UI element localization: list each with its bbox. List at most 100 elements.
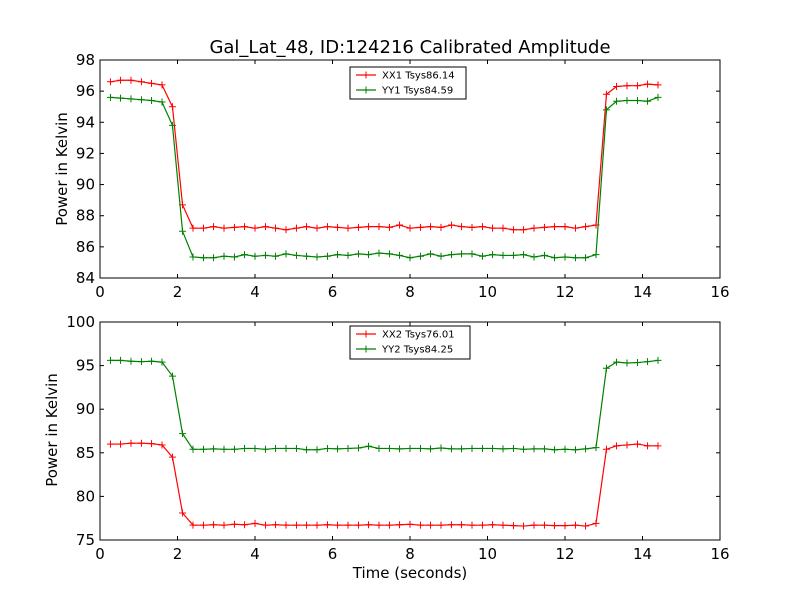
- data-point: [592, 519, 600, 527]
- data-point: [323, 444, 331, 452]
- data-point: [251, 252, 259, 260]
- data-point: [540, 223, 548, 231]
- y-tick-label: 86: [76, 238, 95, 256]
- data-point: [437, 223, 445, 231]
- x-tick-label: 4: [250, 545, 260, 563]
- data-point: [478, 252, 486, 260]
- data-point: [282, 226, 290, 234]
- data-point: [375, 521, 383, 529]
- data-point: [551, 446, 559, 454]
- data-point: [323, 223, 331, 231]
- data-point: [168, 121, 176, 129]
- data-point: [199, 254, 207, 262]
- data-point: [540, 251, 548, 259]
- data-point: [292, 251, 300, 259]
- data-point: [406, 254, 414, 262]
- data-point: [427, 521, 435, 529]
- data-point: [416, 223, 424, 231]
- data-point: [251, 224, 259, 232]
- data-point: [478, 521, 486, 529]
- data-point: [633, 82, 641, 90]
- data-point: [334, 223, 342, 231]
- data-point: [148, 96, 156, 104]
- data-point: [375, 223, 383, 231]
- data-point: [303, 223, 311, 231]
- data-point: [644, 358, 652, 366]
- chart-title: Gal_Lat_48, ID:124216 Calibrated Amplitu…: [209, 37, 610, 58]
- y-tick-label: 95: [76, 357, 95, 375]
- data-point: [230, 223, 238, 231]
- data-point: [447, 521, 455, 529]
- legend-marker: [362, 330, 370, 338]
- data-point: [117, 440, 125, 448]
- data-point: [303, 521, 311, 529]
- data-point: [230, 520, 238, 528]
- data-point: [396, 521, 404, 529]
- data-point: [334, 251, 342, 259]
- data-point: [272, 224, 280, 232]
- data-point: [220, 224, 228, 232]
- legend-label: YY1 Tsys84.59: [381, 86, 453, 97]
- data-point: [344, 251, 352, 259]
- data-point: [344, 444, 352, 452]
- data-point: [354, 250, 362, 258]
- data-point: [334, 521, 342, 529]
- x-tick-label: 8: [405, 283, 415, 301]
- data-point: [437, 521, 445, 529]
- y-tick-label: 100: [66, 313, 95, 331]
- x-tick-label: 16: [710, 545, 729, 563]
- data-point: [509, 444, 517, 452]
- data-point: [251, 519, 259, 527]
- data-point: [540, 445, 548, 453]
- data-point: [106, 78, 114, 86]
- legend-marker: [362, 86, 370, 94]
- data-point: [168, 453, 176, 461]
- data-point: [292, 521, 300, 529]
- data-point: [282, 250, 290, 258]
- data-point: [106, 356, 114, 364]
- y-tick-label: 88: [76, 207, 95, 225]
- data-point: [406, 444, 414, 452]
- data-point: [365, 442, 373, 450]
- data-point: [158, 81, 166, 89]
- data-point: [654, 93, 662, 101]
- data-point: [416, 252, 424, 260]
- y-tick-label: 85: [76, 444, 95, 462]
- data-point: [592, 251, 600, 259]
- data-point: [530, 253, 538, 261]
- data-point: [189, 253, 197, 261]
- data-point: [106, 93, 114, 101]
- data-point: [148, 79, 156, 87]
- data-point: [292, 444, 300, 452]
- data-point: [303, 446, 311, 454]
- data-point: [168, 372, 176, 380]
- y-tick-label: 90: [76, 176, 95, 194]
- data-point: [427, 250, 435, 258]
- x-tick-label: 14: [633, 545, 652, 563]
- data-point: [396, 251, 404, 259]
- data-point: [375, 444, 383, 452]
- data-point: [478, 444, 486, 452]
- data-point: [520, 522, 528, 530]
- legend-box: [349, 66, 467, 100]
- data-point: [468, 250, 476, 258]
- y-axis-label-bottom: Power in Kelvin: [43, 373, 61, 487]
- data-point: [447, 445, 455, 453]
- data-point: [158, 441, 166, 449]
- data-point: [633, 359, 641, 367]
- data-point: [375, 249, 383, 257]
- series-line-2-2: [110, 359, 659, 451]
- data-point: [551, 254, 559, 262]
- data-point: [323, 521, 331, 529]
- data-point: [210, 445, 218, 453]
- data-point: [633, 440, 641, 448]
- data-point: [644, 97, 652, 105]
- data-point: [499, 521, 507, 529]
- data-point: [530, 521, 538, 529]
- data-point: [385, 521, 393, 529]
- data-point: [447, 251, 455, 259]
- data-point: [261, 251, 269, 259]
- data-point: [499, 445, 507, 453]
- data-point: [396, 221, 404, 229]
- data-point: [272, 521, 280, 529]
